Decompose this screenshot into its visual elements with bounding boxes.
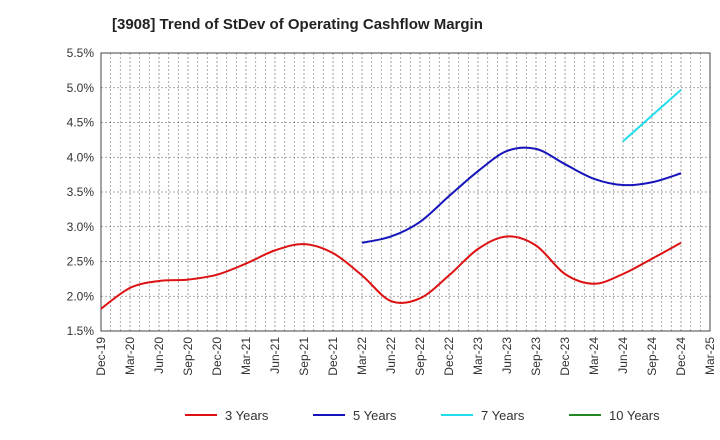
x-tick-label: Sep-23	[529, 337, 543, 376]
x-tick-label: Dec-20	[210, 337, 224, 376]
y-tick-label: 2.0%	[67, 289, 95, 303]
x-tick-label: Dec-23	[558, 337, 572, 376]
series-line-3-years	[100, 235, 682, 310]
x-tick-label: Jun-22	[384, 337, 398, 374]
y-tick-label: 5.5%	[67, 46, 95, 60]
x-tick-label: Mar-24	[587, 337, 601, 375]
y-tick-label: 3.5%	[67, 185, 95, 199]
x-tick-label: Dec-21	[326, 337, 340, 376]
legend-label: 3 Years	[225, 408, 269, 423]
legend: 3 Years 5 Years 7 Years 10 Years	[185, 408, 660, 423]
series-line-5-years	[361, 146, 682, 244]
y-tick-label: 5.0%	[67, 81, 95, 95]
series-line-7-years	[622, 89, 682, 143]
x-tick-label: Mar-25	[703, 337, 717, 375]
y-tick-label: 4.0%	[67, 150, 95, 164]
x-tick-label: Sep-21	[297, 337, 311, 376]
x-tick-label: Jun-23	[500, 337, 514, 374]
plot-border	[100, 52, 711, 332]
chart-title: [3908] Trend of StDev of Operating Cashf…	[112, 16, 483, 33]
y-tick-label: 1.5%	[67, 324, 95, 338]
x-tick-label: Dec-19	[94, 337, 108, 376]
x-tick-label: Mar-21	[239, 337, 253, 375]
x-tick-label: Jun-20	[152, 337, 166, 374]
x-tick-label: Mar-20	[123, 337, 137, 375]
x-tick-label: Jun-21	[268, 337, 282, 374]
x-tick-label: Mar-22	[355, 337, 369, 375]
x-tick-label: Sep-22	[413, 337, 427, 376]
x-tick-label: Sep-24	[645, 337, 659, 376]
y-tick-label: 3.0%	[67, 220, 95, 234]
x-tick-label: Sep-20	[181, 337, 195, 376]
y-tick-label: 4.5%	[67, 116, 95, 130]
legend-label: 10 Years	[609, 408, 660, 423]
y-tick-label: 2.5%	[67, 255, 95, 269]
x-tick-label: Dec-22	[442, 337, 456, 376]
legend-label: 5 Years	[353, 408, 397, 423]
plot-area: 1.5% 2.0% 2.5% 3.0% 3.5% 4.0% 4.5% 5.0% 5.5% Dec-…	[67, 46, 717, 376]
x-tick-label: Dec-24	[674, 337, 688, 376]
x-tick-label: Jun-24	[616, 337, 630, 374]
x-tick-label: Mar-23	[471, 337, 485, 375]
legend-label: 7 Years	[481, 408, 525, 423]
